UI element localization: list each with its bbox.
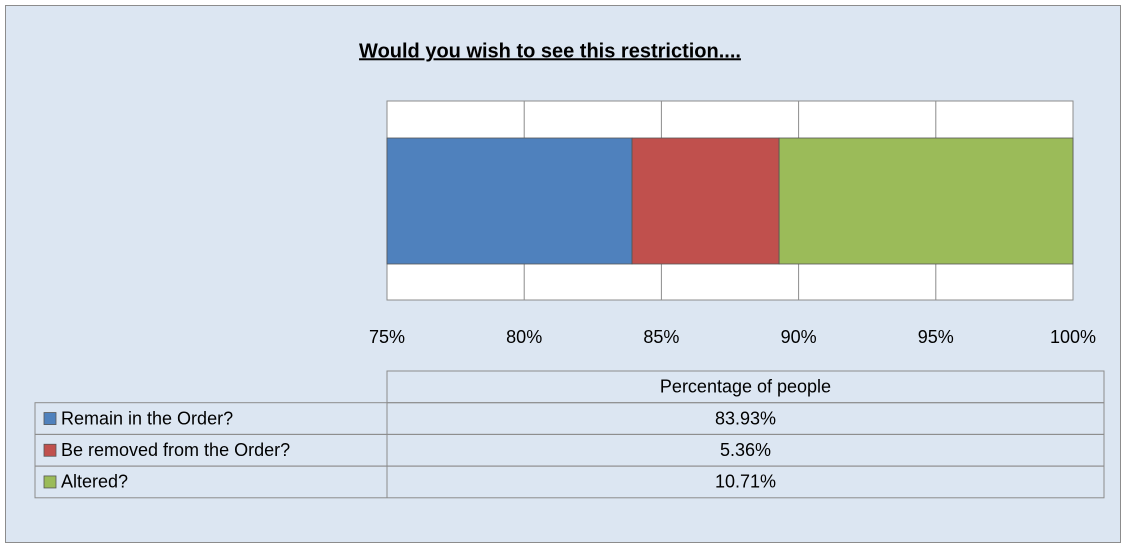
legend-label: Altered? [61, 472, 128, 492]
x-tick-label: 100% [1050, 327, 1096, 347]
legend-key [43, 475, 57, 489]
table-value: 83.93% [715, 408, 776, 428]
x-tick-label: 95% [918, 327, 954, 347]
legend-key [43, 412, 57, 425]
table-header: Percentage of people [660, 377, 831, 397]
legend-label: Remain in the Order? [61, 408, 233, 428]
table-row [34, 465, 1105, 499]
chart-title: Would you wish to see this restriction..… [359, 40, 741, 62]
x-tick-label: 90% [781, 327, 817, 347]
bar-segment [631, 137, 780, 265]
table-value: 5.36% [720, 440, 771, 460]
x-tick-label: 80% [506, 327, 542, 347]
bar-segment [386, 137, 633, 265]
legend-key [43, 443, 57, 457]
x-tick-label: 85% [643, 327, 679, 347]
bar-segment [778, 137, 1074, 265]
legend-label: Be removed from the Order? [61, 440, 290, 460]
table-value: 10.71% [715, 472, 776, 492]
x-tick-label: 75% [369, 327, 405, 347]
